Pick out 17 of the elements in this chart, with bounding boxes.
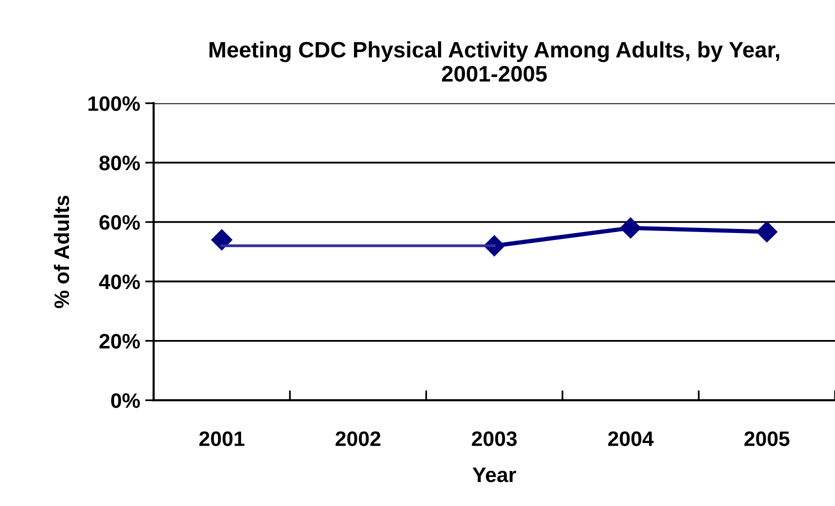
point bbox=[620, 217, 642, 238]
x-tick-label: 2005 bbox=[744, 431, 790, 446]
x-tick-label: 2003 bbox=[472, 431, 517, 446]
y-tick-label: 40% bbox=[99, 274, 140, 290]
y-tick-label: 60% bbox=[100, 215, 140, 230]
x-tick-label: 2004 bbox=[608, 431, 654, 446]
y-tick-label: 80% bbox=[99, 156, 140, 170]
y-tick-label: 100% bbox=[88, 96, 140, 111]
x-tick-label: 2002 bbox=[336, 431, 380, 446]
point bbox=[211, 229, 232, 250]
y-tick-label: 20% bbox=[99, 334, 140, 349]
x-tick-label: 2001 bbox=[199, 431, 244, 446]
chart-title: Meeting CDC Physical Activity Among Adults, by Year, 2001-2005 bbox=[210, 41, 780, 82]
point bbox=[756, 221, 778, 242]
y-axis-title: % of Adults bbox=[54, 196, 70, 308]
x-axis-title: Year bbox=[472, 468, 516, 482]
y-tick-label: 0% bbox=[111, 393, 140, 408]
